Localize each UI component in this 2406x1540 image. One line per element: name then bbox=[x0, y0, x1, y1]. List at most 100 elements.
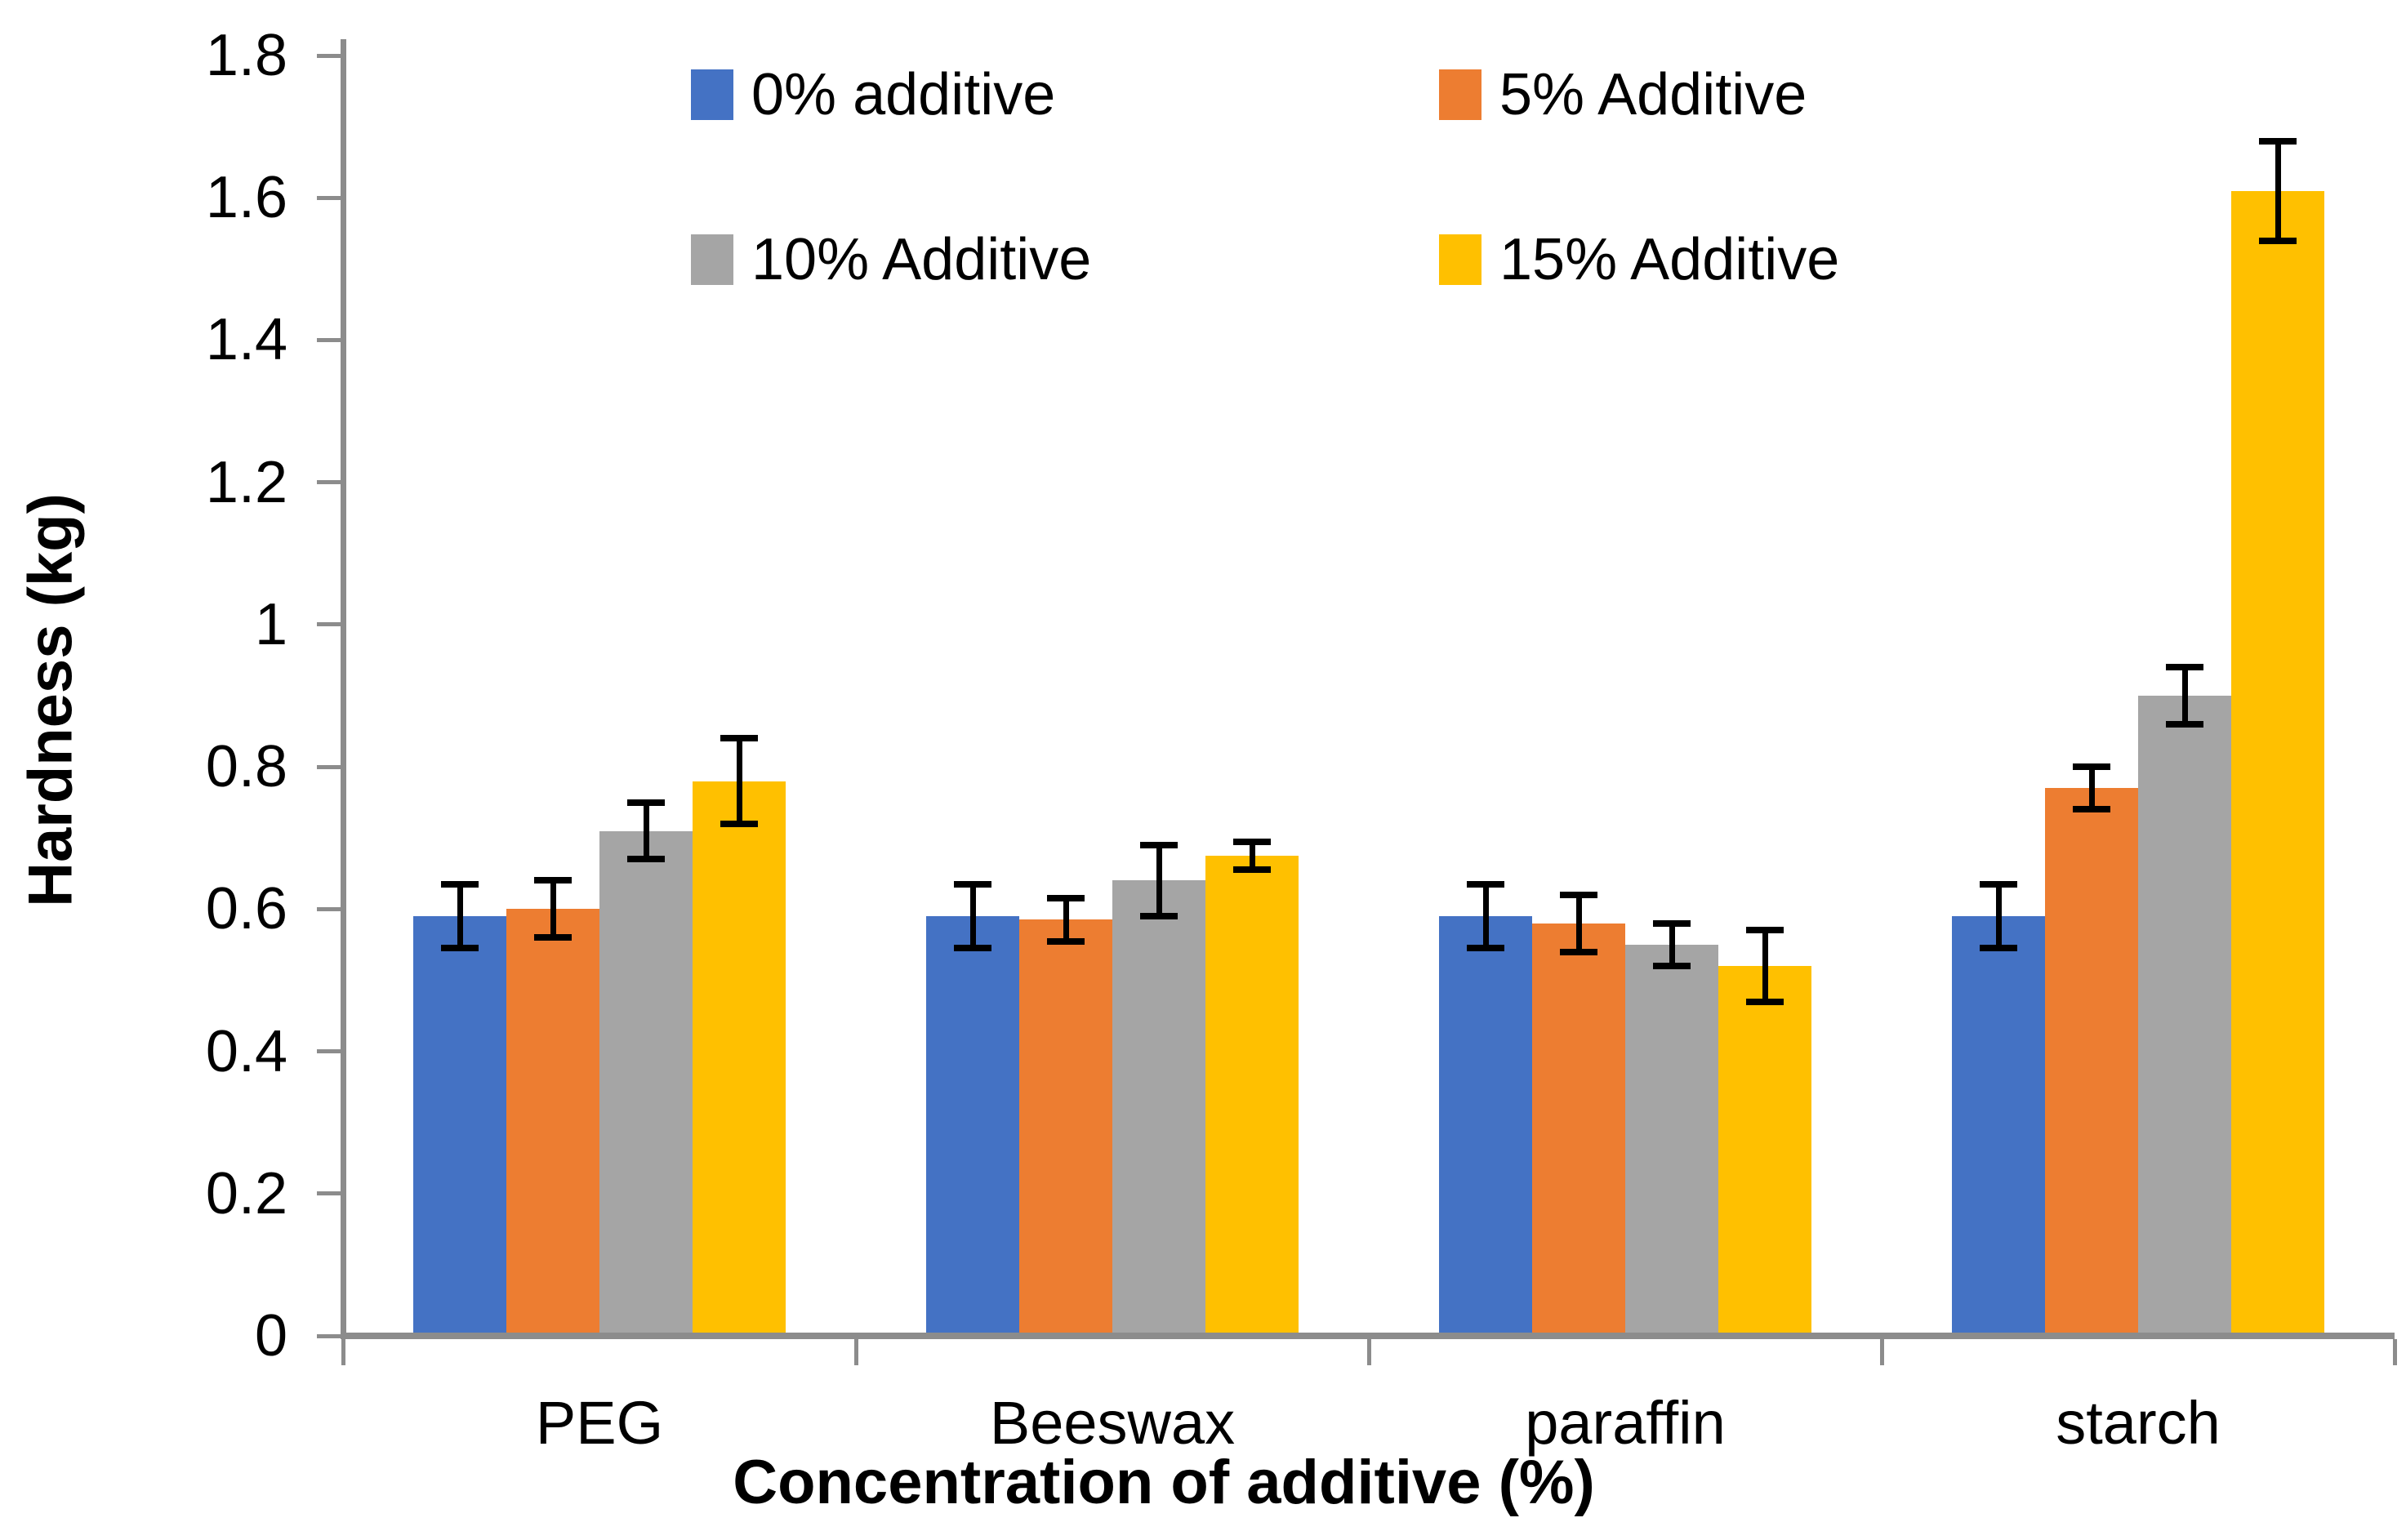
x-tick bbox=[2392, 1339, 2397, 1365]
bar-PEG-0% additive bbox=[413, 916, 506, 1336]
y-tick-label: 1.6 bbox=[205, 165, 287, 231]
error-bar-bottom-cap bbox=[1047, 937, 1085, 945]
error-bar-bottom-cap bbox=[1233, 866, 1271, 874]
legend-label: 10% Additive bbox=[751, 227, 1092, 292]
error-bar bbox=[969, 883, 976, 949]
error-bar-top-cap bbox=[2073, 763, 2110, 771]
legend-label: 0% additive bbox=[751, 62, 1056, 127]
error-bar bbox=[2181, 667, 2188, 724]
legend-label: 5% Additive bbox=[1499, 62, 1807, 127]
x-tick bbox=[1366, 1339, 1371, 1365]
error-bar-bottom-cap bbox=[2073, 806, 2110, 813]
error-bar-top-cap bbox=[1980, 880, 2017, 888]
error-bar-top-cap bbox=[534, 877, 572, 884]
error-bar-bottom-cap bbox=[954, 945, 991, 952]
error-bar-bottom-cap bbox=[2259, 237, 2297, 244]
error-bar bbox=[550, 880, 556, 938]
error-bar-top-cap bbox=[1467, 880, 1504, 888]
error-bar-bottom-cap bbox=[1980, 945, 2017, 952]
error-bar bbox=[1669, 923, 1675, 967]
y-tick bbox=[317, 53, 343, 58]
y-tick bbox=[317, 764, 343, 769]
bar-paraffin-15% Additive bbox=[1718, 966, 1811, 1336]
x-axis-category-label: PEG bbox=[535, 1389, 664, 1457]
bar-paraffin-10% Additive bbox=[1625, 944, 1718, 1336]
x-axis-title: Concentration of additive (%) bbox=[733, 1448, 1595, 1517]
bar-paraffin-0% additive bbox=[1439, 916, 1532, 1336]
y-tick-label: 1.2 bbox=[205, 449, 287, 515]
x-tick bbox=[1879, 1339, 1884, 1365]
error-bar-top-cap bbox=[1140, 841, 1178, 848]
error-bar-top-cap bbox=[627, 799, 665, 806]
error-bar-bottom-cap bbox=[2166, 720, 2203, 728]
bar-Beeswax-0% additive bbox=[926, 916, 1019, 1336]
bar-Beeswax-5% Additive bbox=[1019, 919, 1112, 1336]
y-tick bbox=[317, 906, 343, 911]
bar-PEG-5% Additive bbox=[506, 909, 599, 1336]
bar-Beeswax-15% Additive bbox=[1205, 856, 1299, 1336]
legend-item: 5% Additive bbox=[1439, 62, 1807, 127]
y-tick bbox=[317, 1333, 343, 1338]
error-bar-bottom-cap bbox=[1140, 913, 1178, 920]
bar-starch-10% Additive bbox=[2138, 696, 2231, 1336]
bar-Beeswax-10% Additive bbox=[1112, 880, 1205, 1336]
y-tick bbox=[317, 622, 343, 627]
error-bar-top-cap bbox=[1746, 927, 1784, 934]
error-bar bbox=[643, 802, 649, 860]
error-bar bbox=[1156, 844, 1162, 917]
y-tick-label: 1.4 bbox=[205, 307, 287, 373]
error-bar-top-cap bbox=[720, 735, 758, 742]
x-axis-line bbox=[343, 1333, 2395, 1339]
error-bar bbox=[1575, 894, 1582, 952]
y-tick bbox=[317, 1191, 343, 1196]
bar-starch-15% Additive bbox=[2231, 190, 2324, 1336]
legend-swatch bbox=[1439, 234, 1481, 285]
legend-swatch bbox=[1439, 69, 1481, 120]
bar-PEG-10% Additive bbox=[599, 830, 693, 1336]
bar-starch-5% Additive bbox=[2045, 788, 2138, 1336]
error-bar bbox=[736, 738, 742, 824]
y-axis-title: Hardness (kg) bbox=[16, 493, 86, 907]
error-bar-bottom-cap bbox=[1467, 945, 1504, 952]
x-axis-category-label: Beeswax bbox=[989, 1389, 1236, 1457]
error-bar-top-cap bbox=[2166, 664, 2203, 671]
y-axis-line bbox=[341, 39, 346, 1339]
error-bar-bottom-cap bbox=[1653, 963, 1691, 970]
y-tick-label: 0 bbox=[254, 1303, 287, 1369]
y-tick-label: 0.4 bbox=[205, 1018, 287, 1084]
error-bar bbox=[1995, 883, 2002, 949]
legend-item: 10% Additive bbox=[691, 227, 1092, 292]
error-bar-top-cap bbox=[1233, 838, 1271, 845]
x-tick bbox=[341, 1339, 345, 1365]
legend-item: 15% Additive bbox=[1439, 227, 1840, 292]
x-axis-category-label: starch bbox=[2056, 1389, 2221, 1457]
legend-item: 0% additive bbox=[691, 62, 1056, 127]
error-bar-bottom-cap bbox=[441, 945, 479, 952]
error-bar-top-cap bbox=[1560, 891, 1597, 898]
error-bar-bottom-cap bbox=[720, 820, 758, 827]
error-bar-bottom-cap bbox=[627, 856, 665, 863]
y-tick-label: 1 bbox=[254, 591, 287, 657]
y-tick bbox=[317, 480, 343, 485]
x-axis-category-label: paraffin bbox=[1525, 1389, 1726, 1457]
error-bar bbox=[1249, 841, 1255, 870]
error-bar-top-cap bbox=[1653, 919, 1691, 927]
x-tick bbox=[853, 1339, 858, 1365]
bar-PEG-15% Additive bbox=[693, 781, 786, 1336]
error-bar bbox=[2088, 767, 2095, 810]
y-tick-label: 0.6 bbox=[205, 876, 287, 942]
error-bar-top-cap bbox=[1047, 895, 1085, 902]
error-bar-bottom-cap bbox=[534, 934, 572, 941]
error-bar bbox=[1063, 898, 1069, 941]
legend-label: 15% Additive bbox=[1499, 227, 1840, 292]
bar-starch-0% additive bbox=[1952, 916, 2045, 1336]
y-tick bbox=[317, 337, 343, 342]
error-bar-top-cap bbox=[441, 880, 479, 888]
y-tick bbox=[317, 195, 343, 200]
legend-swatch bbox=[691, 69, 733, 120]
bar-paraffin-5% Additive bbox=[1532, 923, 1625, 1336]
y-tick-label: 1.8 bbox=[205, 23, 287, 89]
error-bar bbox=[1482, 883, 1489, 949]
y-tick bbox=[317, 1049, 343, 1054]
